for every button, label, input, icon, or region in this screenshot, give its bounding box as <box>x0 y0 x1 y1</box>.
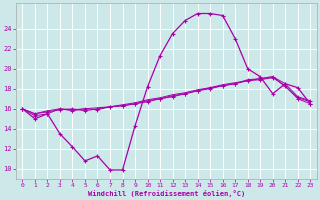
X-axis label: Windchill (Refroidissement éolien,°C): Windchill (Refroidissement éolien,°C) <box>88 190 245 197</box>
